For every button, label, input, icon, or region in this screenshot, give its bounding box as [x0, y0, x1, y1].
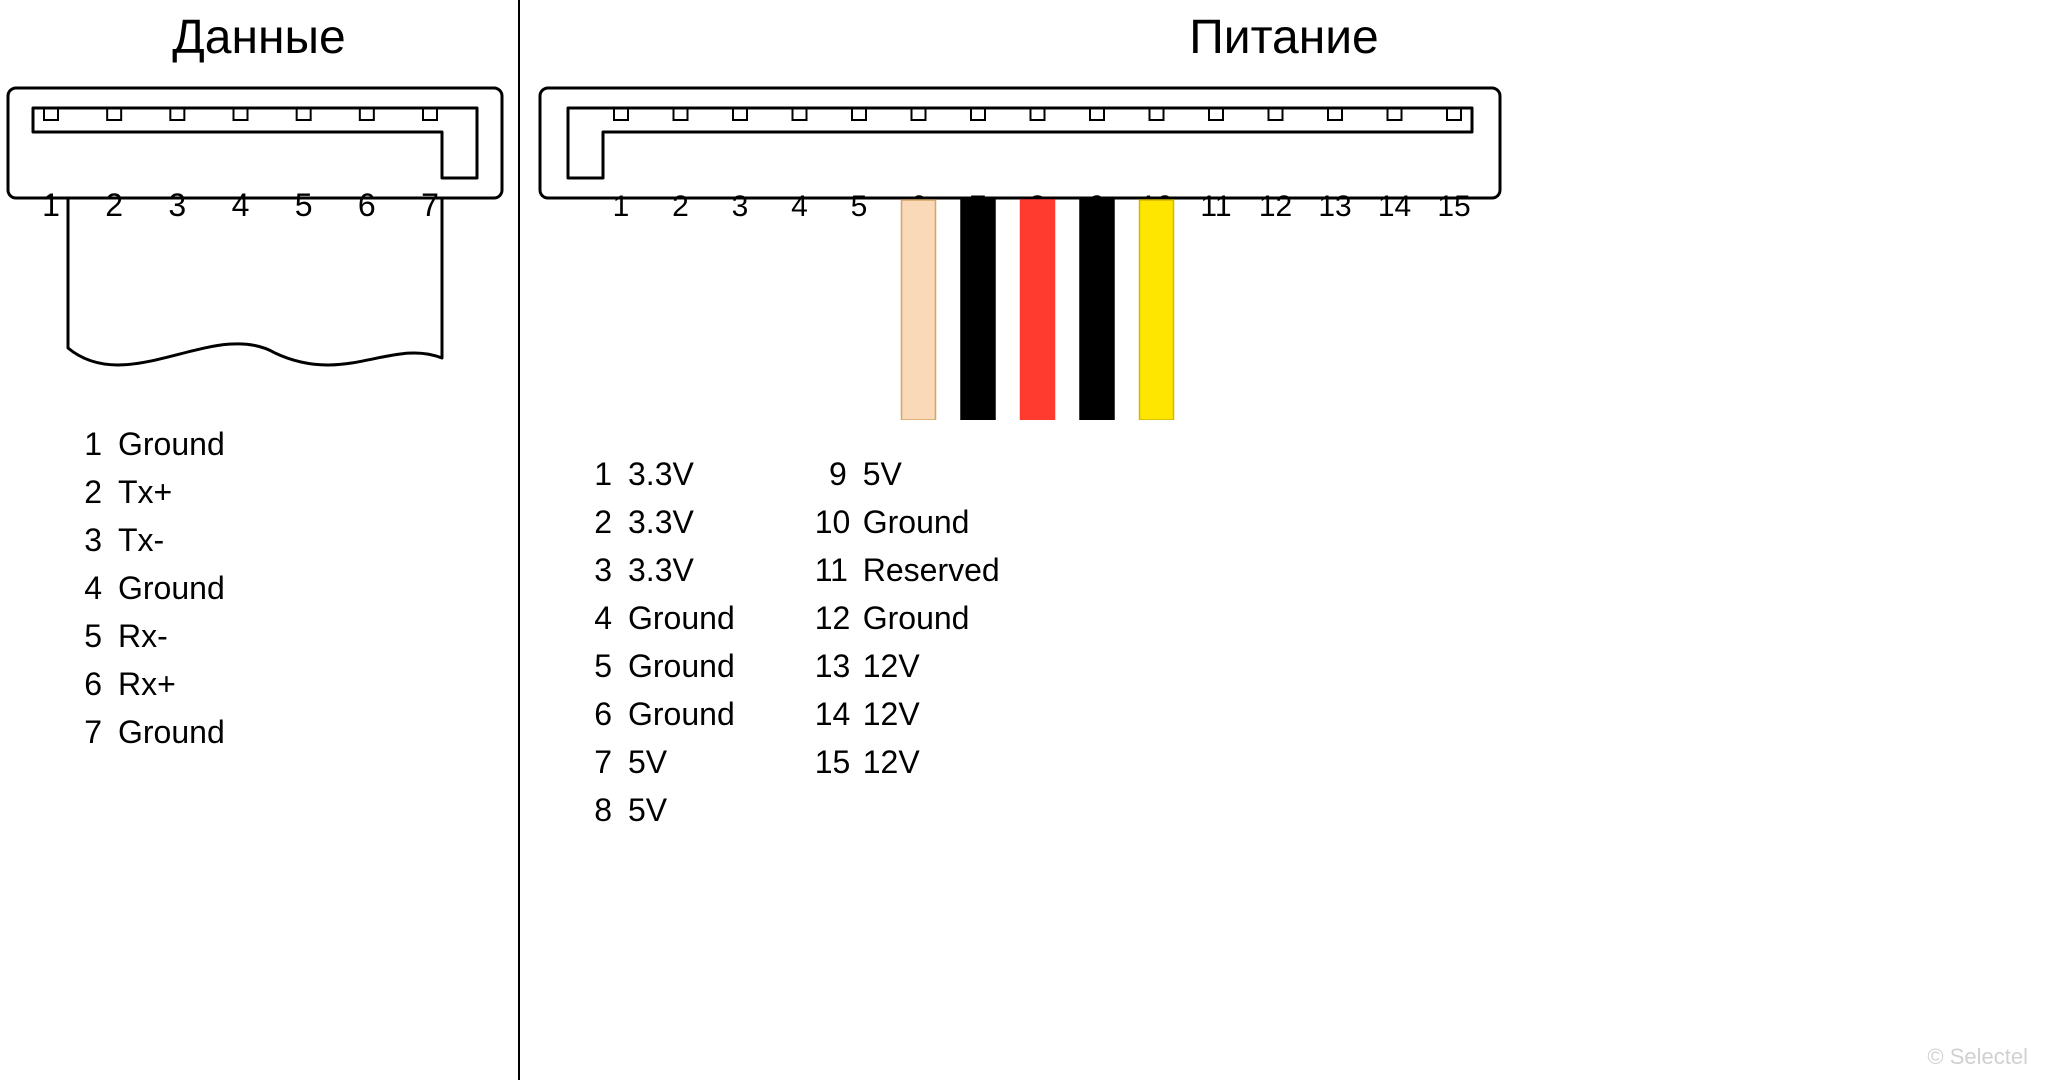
pin-number: 6 [580, 690, 628, 738]
svg-text:13: 13 [1318, 190, 1351, 223]
pin-number: 13 [815, 642, 863, 690]
svg-text:14: 14 [1378, 190, 1411, 223]
pin-number: 4 [70, 564, 118, 612]
pin-number: 3 [580, 546, 628, 594]
pin-row: 13.3V [580, 450, 735, 498]
svg-text:1: 1 [42, 187, 60, 223]
pin-row: 6Ground [580, 690, 735, 738]
svg-text:11: 11 [1200, 190, 1231, 223]
svg-text:2: 2 [672, 190, 689, 223]
pin-number: 5 [580, 642, 628, 690]
pin-number: 4 [580, 594, 628, 642]
power-panel: Питание 123456789101112131415 13.3V23.3V… [520, 0, 2048, 1080]
pin-number: 9 [815, 450, 863, 498]
data-connector-svg: 1 2 3 4 5 6 7 [0, 80, 510, 390]
svg-text:4: 4 [791, 190, 808, 223]
pin-row: 5Ground [580, 642, 735, 690]
pin-label: 3.3V [628, 546, 735, 594]
pin-row: 5Rx- [70, 612, 518, 660]
pin-number: 5 [70, 612, 118, 660]
pin-row: 1312V [815, 642, 1000, 690]
power-pin-tables: 13.3V23.3V33.3V4Ground5Ground6Ground75V8… [580, 420, 2048, 834]
pin-label: 3.3V [628, 450, 735, 498]
svg-text:7: 7 [421, 187, 439, 223]
svg-text:3: 3 [732, 190, 749, 223]
pin-row: 6Rx+ [70, 660, 518, 708]
svg-text:6: 6 [358, 187, 376, 223]
pin-label: Ground [118, 564, 518, 612]
pin-number: 3 [70, 516, 118, 564]
pin-label: Ground [118, 708, 518, 756]
power-pin-table-col1: 13.3V23.3V33.3V4Ground5Ground6Ground75V8… [580, 450, 735, 834]
pin-number: 10 [815, 498, 863, 546]
pin-label: Tx+ [118, 468, 518, 516]
pin-label: 5V [628, 738, 735, 786]
pin-label: Tx- [118, 516, 518, 564]
pin-label: Ground [628, 690, 735, 738]
svg-text:12: 12 [1259, 190, 1292, 223]
svg-text:2: 2 [105, 187, 123, 223]
power-title: Питание [520, 10, 2048, 65]
pin-row: 4Ground [580, 594, 735, 642]
pin-row: 2Tx+ [70, 468, 518, 516]
data-pin-table: 1Ground2Tx+3Tx-4Ground5Rx-6Rx+7Ground [70, 420, 518, 756]
svg-text:1: 1 [613, 190, 630, 223]
pin-label: Ground [863, 594, 1000, 642]
pin-row: 85V [580, 786, 735, 834]
power-pin-table-col2: 95V10Ground11Reserved12Ground1312V1412V1… [815, 450, 1000, 834]
pin-label: Rx- [118, 612, 518, 660]
pin-row: 3Tx- [70, 516, 518, 564]
pin-label: Ground [628, 594, 735, 642]
pin-number: 7 [580, 738, 628, 786]
pin-label: Ground [118, 420, 518, 468]
watermark: © Selectel [1927, 1044, 2028, 1070]
pin-label: 12V [863, 738, 1000, 786]
pin-number: 6 [70, 660, 118, 708]
pin-label: Ground [863, 498, 1000, 546]
svg-text:4: 4 [232, 187, 250, 223]
pin-row: 10Ground [815, 498, 1000, 546]
power-connector-svg: 123456789101112131415 [520, 80, 1520, 420]
pin-row: 1412V [815, 690, 1000, 738]
pin-label: Rx+ [118, 660, 518, 708]
pin-row: 4Ground [70, 564, 518, 612]
pin-label: Reserved [863, 546, 1000, 594]
pin-number: 2 [580, 498, 628, 546]
svg-text:15: 15 [1437, 190, 1470, 223]
pin-label: 5V [863, 450, 1000, 498]
svg-text:5: 5 [295, 187, 313, 223]
pin-label: Ground [628, 642, 735, 690]
pin-number: 2 [70, 468, 118, 516]
pin-row: 23.3V [580, 498, 735, 546]
pin-number: 15 [815, 738, 863, 786]
pin-number: 8 [580, 786, 628, 834]
pin-row: 11Reserved [815, 546, 1000, 594]
pin-number: 11 [815, 546, 863, 594]
pin-row: 95V [815, 450, 1000, 498]
pin-label: 3.3V [628, 498, 735, 546]
data-panel: Данные 1234567 1Ground2Tx+3Tx-4Ground5Rx… [0, 0, 520, 1080]
diagram-container: Данные 1234567 1Ground2Tx+3Tx-4Ground5Rx… [0, 0, 2048, 1080]
svg-text:5: 5 [851, 190, 868, 223]
data-title: Данные [0, 10, 518, 65]
pin-number: 7 [70, 708, 118, 756]
pin-row: 75V [580, 738, 735, 786]
pin-label: 12V [863, 690, 1000, 738]
pin-number: 1 [580, 450, 628, 498]
svg-text:3: 3 [168, 187, 186, 223]
pin-number: 12 [815, 594, 863, 642]
pin-row: 33.3V [580, 546, 735, 594]
pin-row: 12Ground [815, 594, 1000, 642]
pin-row: 1512V [815, 738, 1000, 786]
pin-row: 7Ground [70, 708, 518, 756]
pin-label: 12V [863, 642, 1000, 690]
pin-row: 1Ground [70, 420, 518, 468]
pin-label: 5V [628, 786, 735, 834]
pin-number: 14 [815, 690, 863, 738]
pin-number: 1 [70, 420, 118, 468]
